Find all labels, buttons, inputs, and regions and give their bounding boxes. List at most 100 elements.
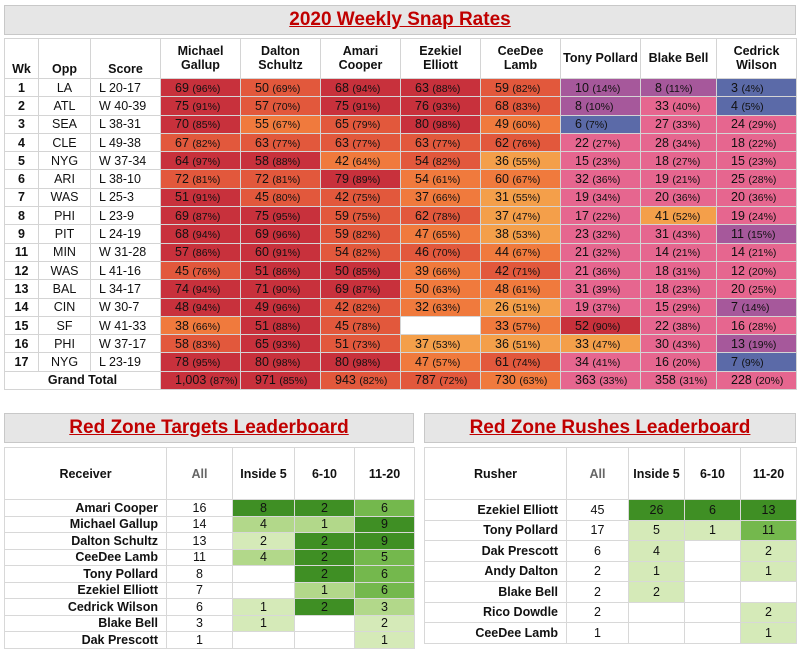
week-number: 12 <box>4 260 39 281</box>
snap-count: 64 <box>175 153 189 168</box>
snap-cell: 50 (63%) <box>400 279 481 299</box>
targets-all: 1 <box>166 631 233 649</box>
snap-count: 23 <box>575 227 589 242</box>
week-row: 13 BAL L 34-17 74 (94%) 71 (90%) 69 (87%) 50 (… <box>4 279 797 299</box>
snap-count: 787 <box>415 373 436 388</box>
snap-cell: 19 (34%) <box>560 187 641 208</box>
snap-percent: (37%) <box>592 302 621 315</box>
snap-percent: (11%) <box>665 82 693 95</box>
snap-count: 51 <box>335 336 349 351</box>
snap-count: 75 <box>335 98 349 113</box>
snap-cell: 31 (43%) <box>640 224 717 244</box>
rushes-row: CeeDee Lamb 1 1 <box>424 622 797 644</box>
snap-percent: (69%) <box>272 82 301 95</box>
targets-zone-count: 2 <box>294 598 355 616</box>
snap-cell: 58 (88%) <box>240 151 321 171</box>
snap-percent: (91%) <box>272 247 301 260</box>
week-number: 6 <box>4 169 39 189</box>
snap-percent: (20%) <box>755 375 784 388</box>
snap-cell: 71 (90%) <box>240 279 321 299</box>
rushes-zone-count: 2 <box>740 540 797 562</box>
snap-cell: 62 (76%) <box>480 132 561 153</box>
snap-count: 21 <box>575 263 589 278</box>
snap-count: 63 <box>335 135 349 150</box>
snap-cell: 52 (90%) <box>560 315 641 336</box>
snap-cell: 20 (36%) <box>640 187 717 208</box>
grand-total-cell: 971 (85%) <box>240 370 321 391</box>
snap-count: 60 <box>495 172 509 187</box>
week-row: 6 ARI L 38-10 72 (81%) 72 (81%) 79 (89%) 54 (6… <box>4 169 797 189</box>
snap-count: 63 <box>255 135 269 150</box>
snap-percent: (90%) <box>592 320 621 333</box>
targets-zone-count: 4 <box>232 515 295 533</box>
game-score: L 49-38 <box>90 132 161 153</box>
snap-count: 44 <box>495 245 509 260</box>
snap-percent: (96%) <box>272 302 301 315</box>
snap-cell: 59 (75%) <box>320 206 401 226</box>
snap-cell: 25 (28%) <box>716 169 797 189</box>
snap-percent: (19%) <box>748 338 777 351</box>
targets-zone-count: 1 <box>232 598 295 616</box>
snap-cell: 18 (22%) <box>716 132 797 153</box>
snap-cell: 69 (96%) <box>240 224 321 244</box>
snap-percent: (85%) <box>279 375 308 388</box>
week-number: 15 <box>4 315 39 336</box>
snap-percent: (93%) <box>272 338 301 351</box>
snap-cell: 65 (93%) <box>240 334 321 354</box>
snap-percent: (67%) <box>512 247 541 260</box>
rushes-zone-count <box>740 581 797 603</box>
week-row: 14 CIN W 30-7 48 (94%) 49 (96%) 42 (82%) 32 (6… <box>4 297 797 317</box>
snap-cell: 36 (55%) <box>480 151 561 171</box>
snap-percent: (82%) <box>359 375 388 388</box>
snap-cell: 50 (69%) <box>240 77 321 98</box>
snap-percent: (38%) <box>672 320 701 333</box>
snap-percent: (89%) <box>352 174 381 187</box>
rushes-title: Red Zone Rushes Leaderboard <box>469 417 751 438</box>
snap-count: 228 <box>731 373 752 388</box>
rushes-player-name: Andy Dalton <box>424 560 567 582</box>
snap-percent: (82%) <box>352 229 381 242</box>
snap-cell: 68 (83%) <box>480 96 561 116</box>
header-player: Michael Gallup <box>160 38 241 79</box>
snap-count: 49 <box>255 300 269 315</box>
targets-row: Ezekiel Elliott 7 1 6 <box>4 581 415 599</box>
snap-percent: (77%) <box>272 137 301 150</box>
targets-player-name: Tony Pollard <box>4 565 167 583</box>
game-score: L 25-3 <box>90 187 161 208</box>
snap-percent: (75%) <box>352 192 381 205</box>
snap-percent: (85%) <box>352 265 381 278</box>
snap-percent: (94%) <box>352 82 381 95</box>
snap-cell: 51 (88%) <box>240 315 321 336</box>
targets-zone-count: 5 <box>354 548 415 566</box>
snap-percent: (36%) <box>592 265 621 278</box>
targets-zone-count: 6 <box>354 581 415 599</box>
snap-count: 38 <box>495 227 509 242</box>
snap-percent: (93%) <box>432 100 461 113</box>
targets-player-name: CeeDee Lamb <box>4 548 167 566</box>
snap-cell: 75 (95%) <box>240 206 321 226</box>
snap-count: 58 <box>255 153 269 168</box>
snap-count: 4 <box>731 98 738 113</box>
snap-cell: 80 (98%) <box>240 352 321 372</box>
snap-percent: (5%) <box>741 100 764 113</box>
snap-percent: (67%) <box>272 119 301 132</box>
snap-count: 45 <box>175 263 189 278</box>
snap-count: 80 <box>415 117 429 132</box>
targets-all: 8 <box>166 565 233 583</box>
game-score: W 30-7 <box>90 297 161 317</box>
snap-count: 36 <box>495 153 509 168</box>
snap-cell: 7 (9%) <box>716 352 797 372</box>
snap-percent: (4%) <box>741 82 764 95</box>
snap-count: 16 <box>655 355 669 370</box>
snap-cell: 51 (73%) <box>320 334 401 354</box>
snap-percent: (60%) <box>512 119 541 132</box>
rushes-header: Rusher <box>424 447 567 500</box>
snap-count: 34 <box>575 355 589 370</box>
opponent: BAL <box>38 279 91 299</box>
snap-percent: (72%) <box>439 375 468 388</box>
targets-player-name: Ezekiel Elliott <box>4 581 167 599</box>
red-zone-rushes-table: Rusher All Inside 5 6-10 11-20 Ezekiel Ellio… <box>424 447 797 644</box>
rushes-row: Rico Dowdle 2 2 <box>424 601 797 623</box>
snap-cell: 6 (7%) <box>560 114 641 134</box>
rushes-player-name: Tony Pollard <box>424 519 567 541</box>
